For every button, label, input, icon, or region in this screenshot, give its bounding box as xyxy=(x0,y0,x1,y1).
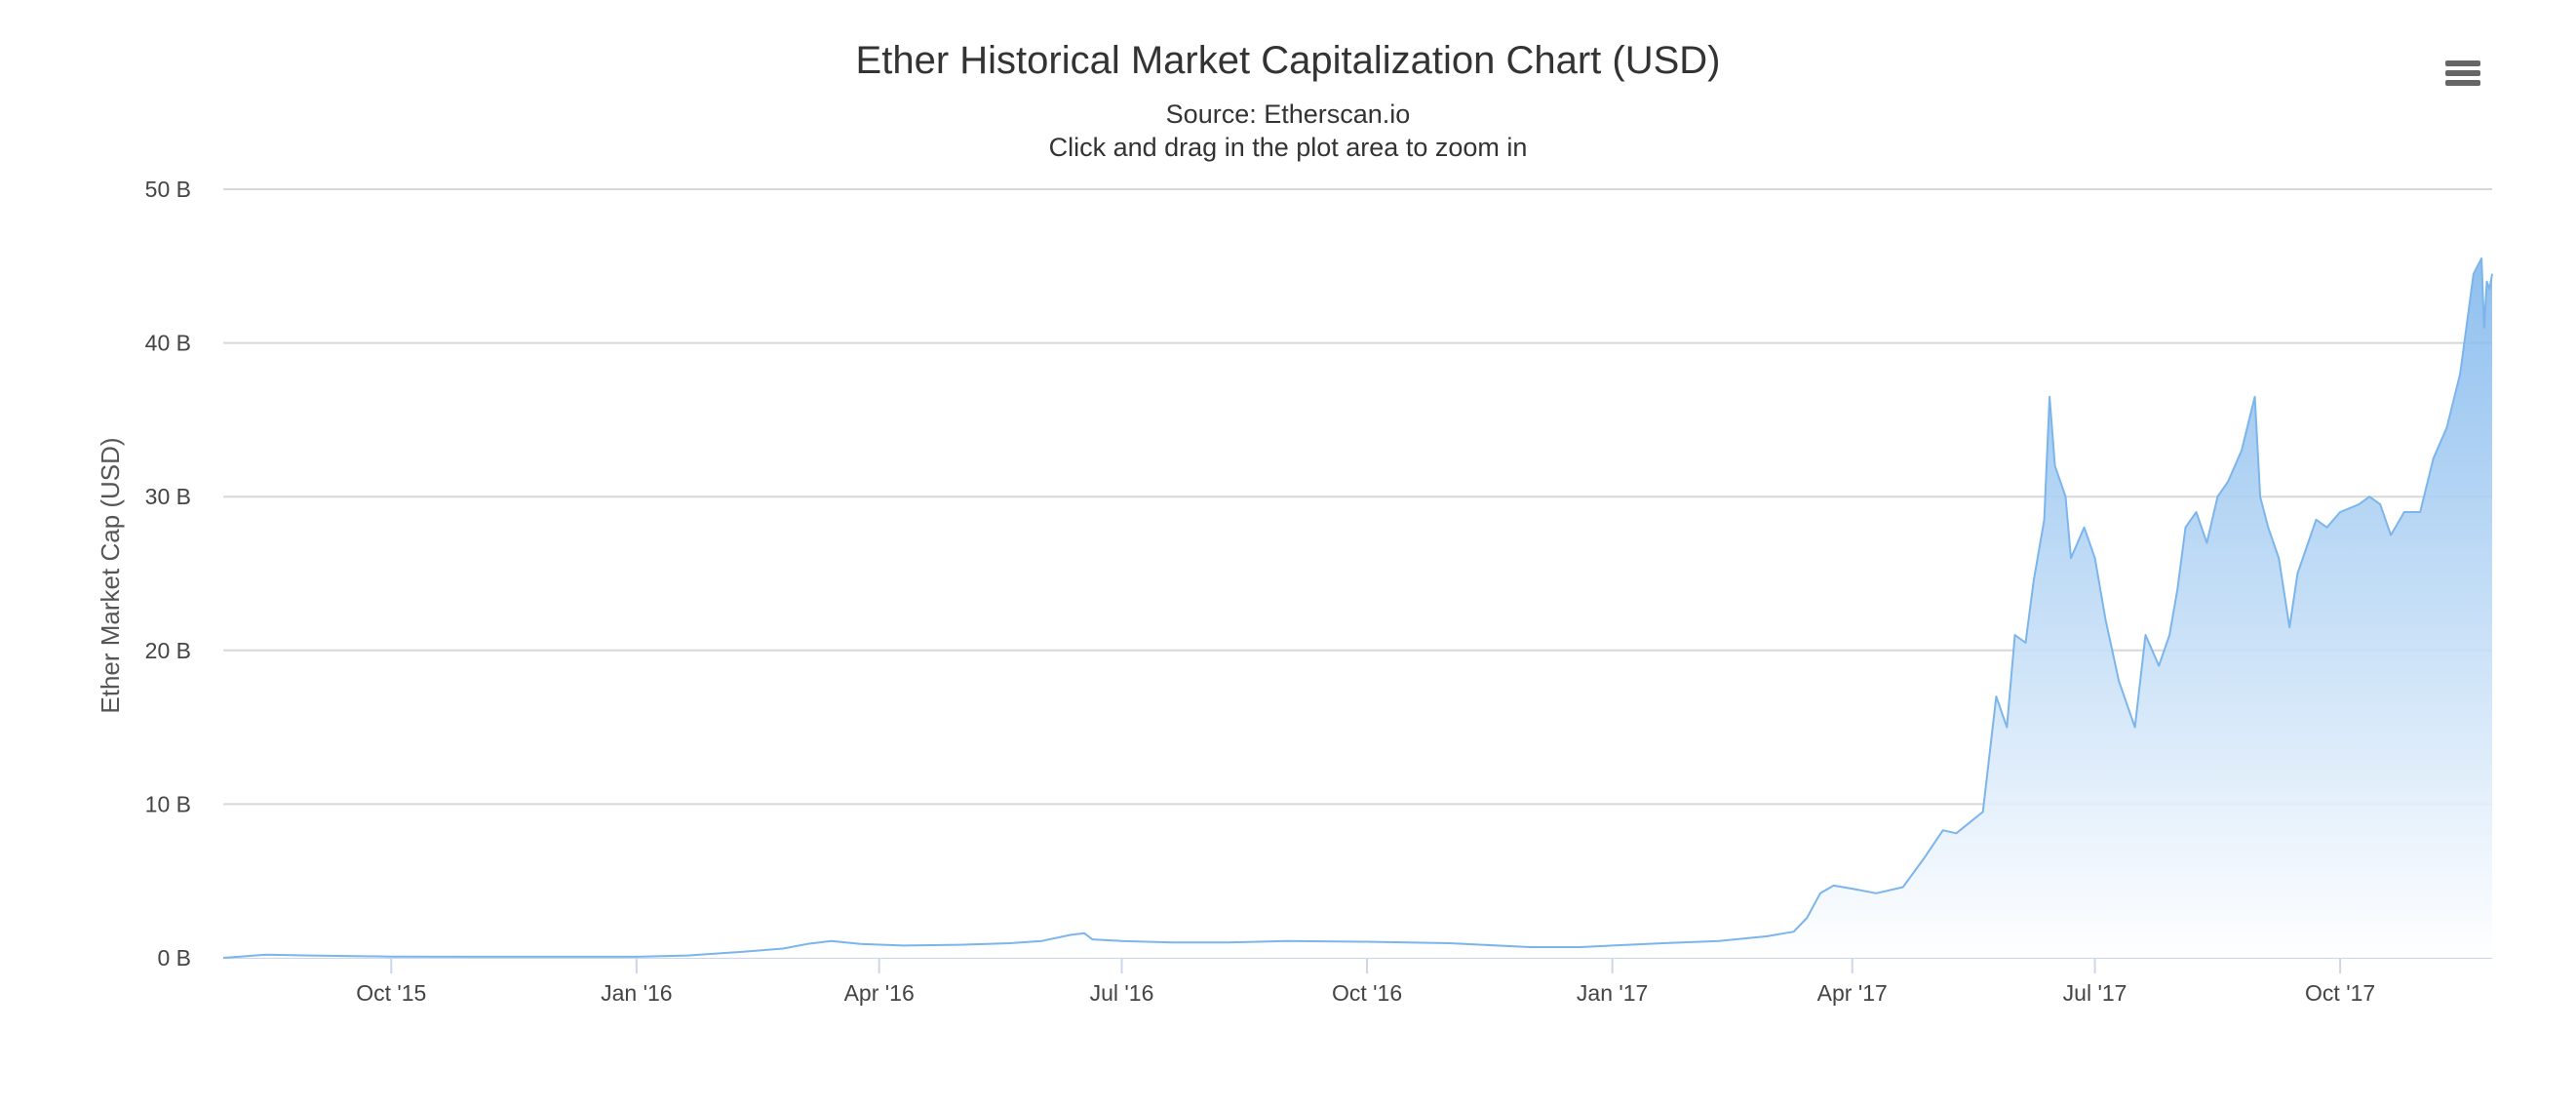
y-tick-label: 30 B xyxy=(145,484,191,509)
x-tick-label: Oct '17 xyxy=(2305,980,2375,1006)
y-tick-label: 50 B xyxy=(145,177,191,202)
x-tick-label: Jan '17 xyxy=(1577,980,1648,1006)
chart-source: Source: Etherscan.io xyxy=(1165,99,1411,129)
series-area xyxy=(223,258,2492,958)
y-axis-title: Ether Market Cap (USD) xyxy=(96,437,125,713)
series-line[interactable] xyxy=(222,257,2493,959)
y-tick-label: 10 B xyxy=(145,791,191,816)
x-tick-label: Jul '17 xyxy=(2063,980,2127,1006)
zoom-hint: Click and drag in the plot area to zoom … xyxy=(1048,133,1528,162)
hamburger-menu-icon[interactable] xyxy=(2443,57,2482,90)
y-tick-label: 40 B xyxy=(145,331,191,356)
gridlines xyxy=(223,188,2492,806)
y-tick-label: 0 B xyxy=(157,945,191,971)
chart-title: Ether Historical Market Capitalization C… xyxy=(855,39,1721,82)
x-tick-label: Jan '16 xyxy=(601,980,672,1006)
plot-series[interactable] xyxy=(222,257,2493,959)
y-axis: 0 B 10 B 20 B 30 B 40 B 50 B xyxy=(145,177,191,971)
x-axis: Oct '15 Jan '16 Apr '16 Jul '16 Oct '16 Jan '… xyxy=(223,957,2492,1006)
x-tick-label: Jul '16 xyxy=(1090,980,1154,1006)
x-tick-label: Apr '16 xyxy=(844,980,915,1006)
x-tick-label: Oct '16 xyxy=(1332,980,1402,1006)
y-tick-label: 20 B xyxy=(145,638,191,663)
x-tick-label: Apr '17 xyxy=(1817,980,1888,1006)
x-tick-label: Oct '15 xyxy=(356,980,426,1006)
